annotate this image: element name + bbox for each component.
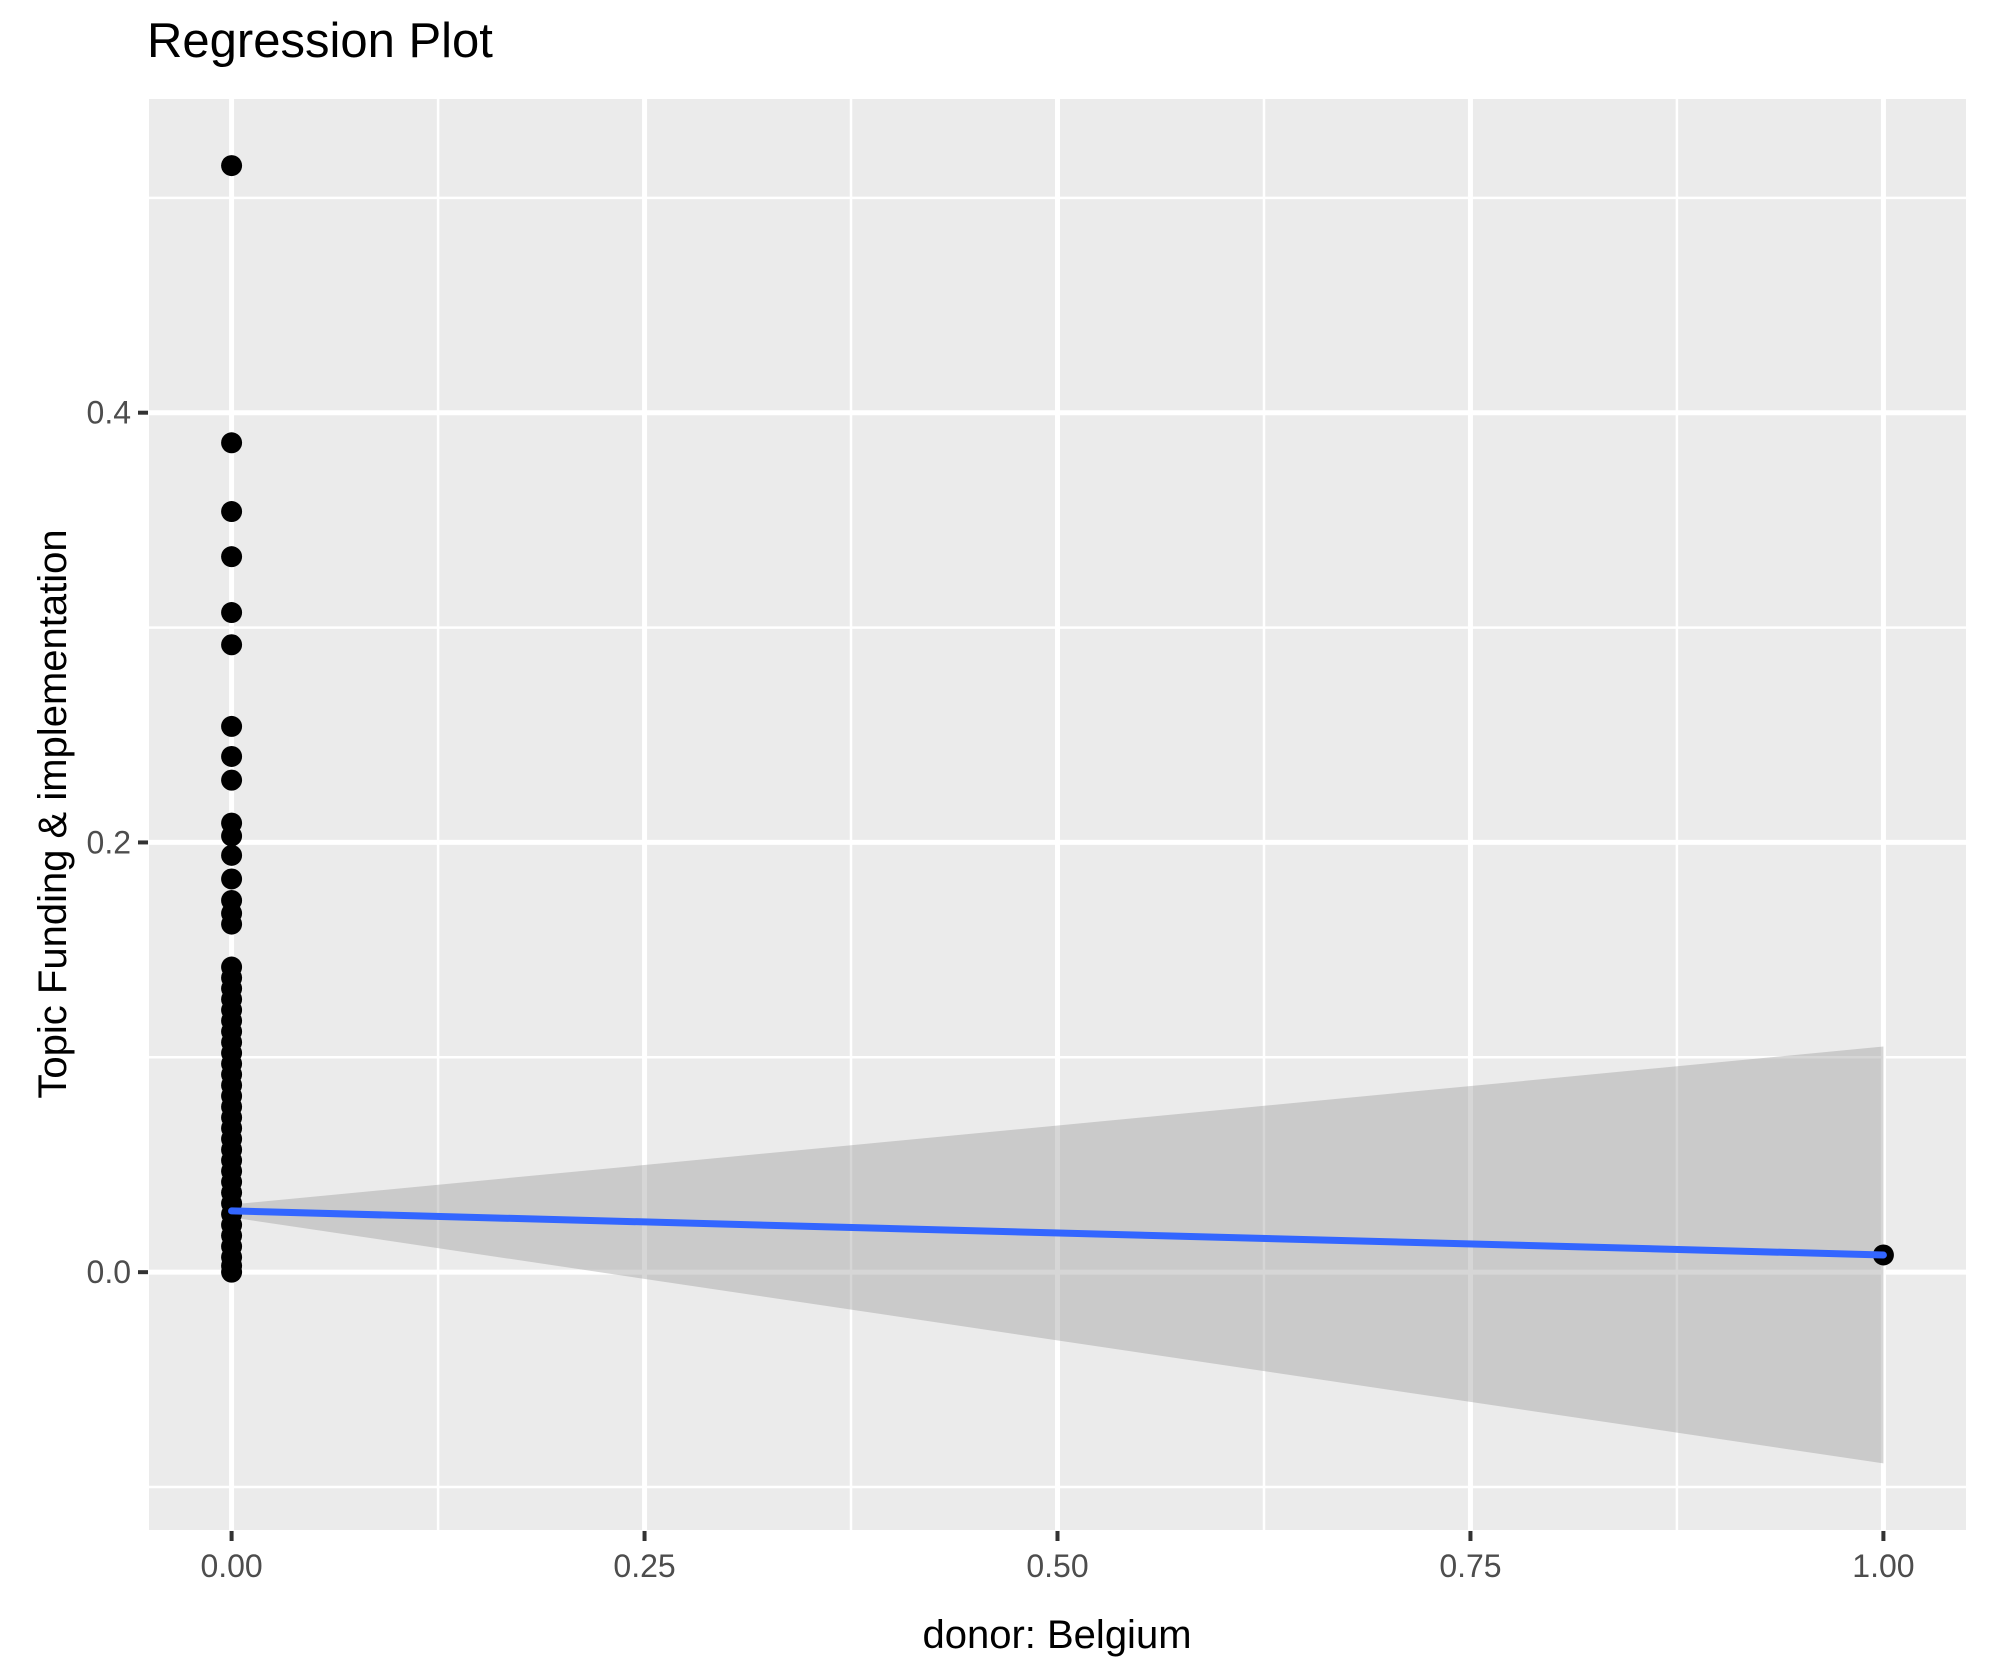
x-tick-label: 0.75	[1439, 1548, 1501, 1584]
confidence-band	[231, 1046, 1884, 1464]
y-tick-label: 0.4	[87, 395, 131, 431]
data-point	[221, 155, 243, 177]
y-tick-label: 0.2	[87, 824, 131, 860]
data-point	[221, 769, 243, 791]
data-point	[221, 634, 243, 656]
data-point	[221, 715, 243, 737]
data-point	[221, 432, 243, 454]
plot-title: Regression Plot	[147, 14, 493, 68]
x-tick-label: 0.50	[1026, 1548, 1088, 1584]
data-point	[221, 825, 243, 847]
data-point	[221, 602, 243, 624]
data-point	[221, 913, 243, 935]
y-axis-title: Topic Funding & implementation	[31, 529, 75, 1098]
x-tick-label: 1.00	[1852, 1548, 1914, 1584]
regression-line	[228, 1207, 1887, 1259]
data-point	[221, 745, 243, 767]
data-point	[221, 1261, 243, 1283]
y-tick-label: 0.0	[87, 1254, 131, 1290]
data-point	[221, 546, 243, 568]
data-point	[221, 844, 243, 866]
x-axis-title: donor: Belgium	[922, 1613, 1191, 1657]
x-tick-label: 0.00	[200, 1548, 262, 1584]
x-tick-label: 0.25	[613, 1548, 675, 1584]
data-point	[221, 501, 243, 523]
data-point	[221, 868, 243, 890]
